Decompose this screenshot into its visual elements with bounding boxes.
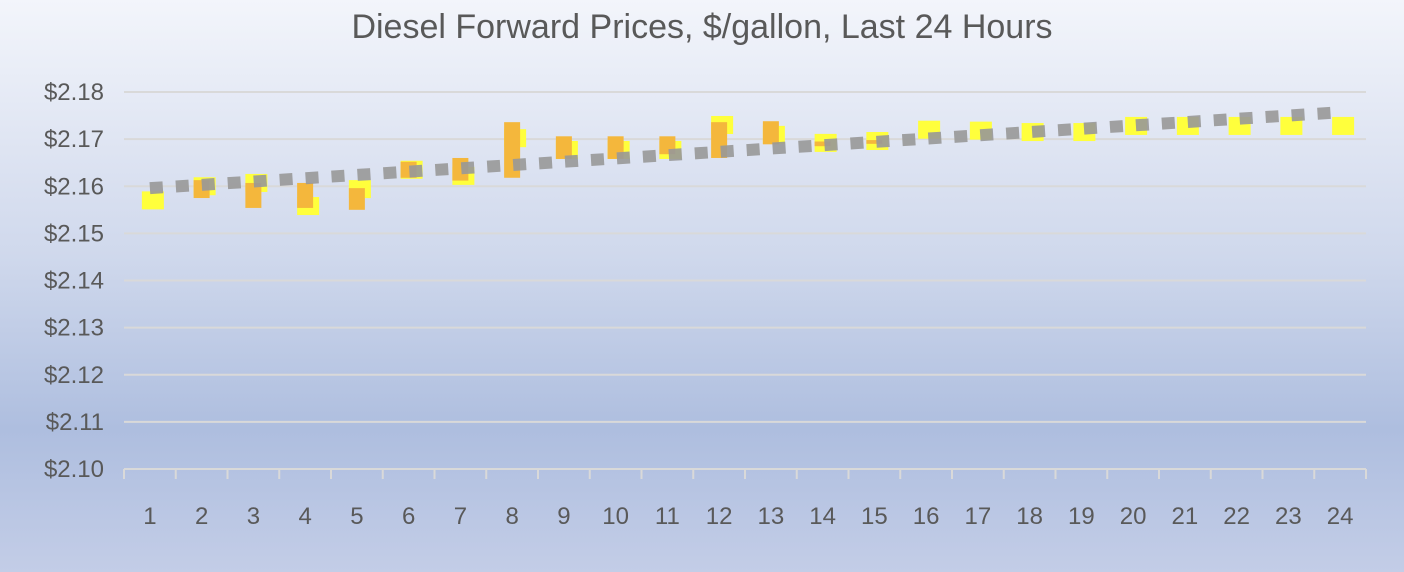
x-tick-label: 21: [1172, 503, 1199, 530]
x-tick-label: 5: [350, 503, 363, 530]
x-tick-label: 18: [1016, 503, 1043, 530]
price-marker: [141, 191, 164, 210]
range-bar: [297, 182, 314, 208]
x-tick-label: 8: [505, 503, 518, 530]
y-tick-label: $2.13: [44, 315, 104, 342]
x-tick-label: 17: [965, 503, 992, 530]
y-tick-label: $2.15: [44, 220, 104, 247]
y-tick-label: $2.11: [46, 409, 104, 436]
y-tick-label: $2.18: [44, 79, 104, 106]
x-tick-label: 24: [1327, 503, 1354, 530]
x-tick-label: 9: [557, 503, 570, 530]
x-tick-label: 23: [1275, 503, 1302, 530]
x-tick-label: 11: [655, 503, 680, 530]
x-tick-label: 12: [706, 503, 733, 530]
x-tick-label: 16: [913, 503, 940, 530]
range-bar: [555, 136, 572, 159]
x-tick-label: 6: [402, 503, 415, 530]
x-tick-label: 10: [602, 503, 629, 530]
trendline: [149, 106, 1341, 195]
y-tick-label: $2.17: [44, 126, 104, 153]
x-tick-label: 22: [1223, 503, 1250, 530]
range-bar: [814, 141, 831, 147]
x-tick-label: 19: [1068, 503, 1095, 530]
x-tick-label: 13: [758, 503, 785, 530]
range-bar: [866, 140, 883, 144]
x-tick-label: 1: [143, 503, 156, 530]
price-marker: [1280, 116, 1303, 135]
range-bar: [245, 182, 262, 208]
y-tick-label: $2.16: [44, 173, 104, 200]
x-tick-label: 2: [195, 503, 208, 530]
y-tick-label: $2.12: [44, 362, 104, 389]
chart-title: Diesel Forward Prices, $/gallon, Last 24…: [351, 8, 1053, 46]
x-tick-label: 3: [247, 503, 260, 530]
x-tick-label: 15: [861, 503, 888, 530]
price-marker: [1332, 116, 1355, 135]
range-bar: [762, 121, 779, 145]
x-tick-label: 14: [809, 503, 836, 530]
x-tick-label: 4: [298, 503, 311, 530]
x-tick-label: 20: [1120, 503, 1147, 530]
y-tick-label: $2.14: [44, 268, 104, 295]
x-tick-label: 7: [454, 503, 467, 530]
range-bar: [348, 188, 365, 210]
y-tick-label: $2.10: [44, 456, 104, 483]
